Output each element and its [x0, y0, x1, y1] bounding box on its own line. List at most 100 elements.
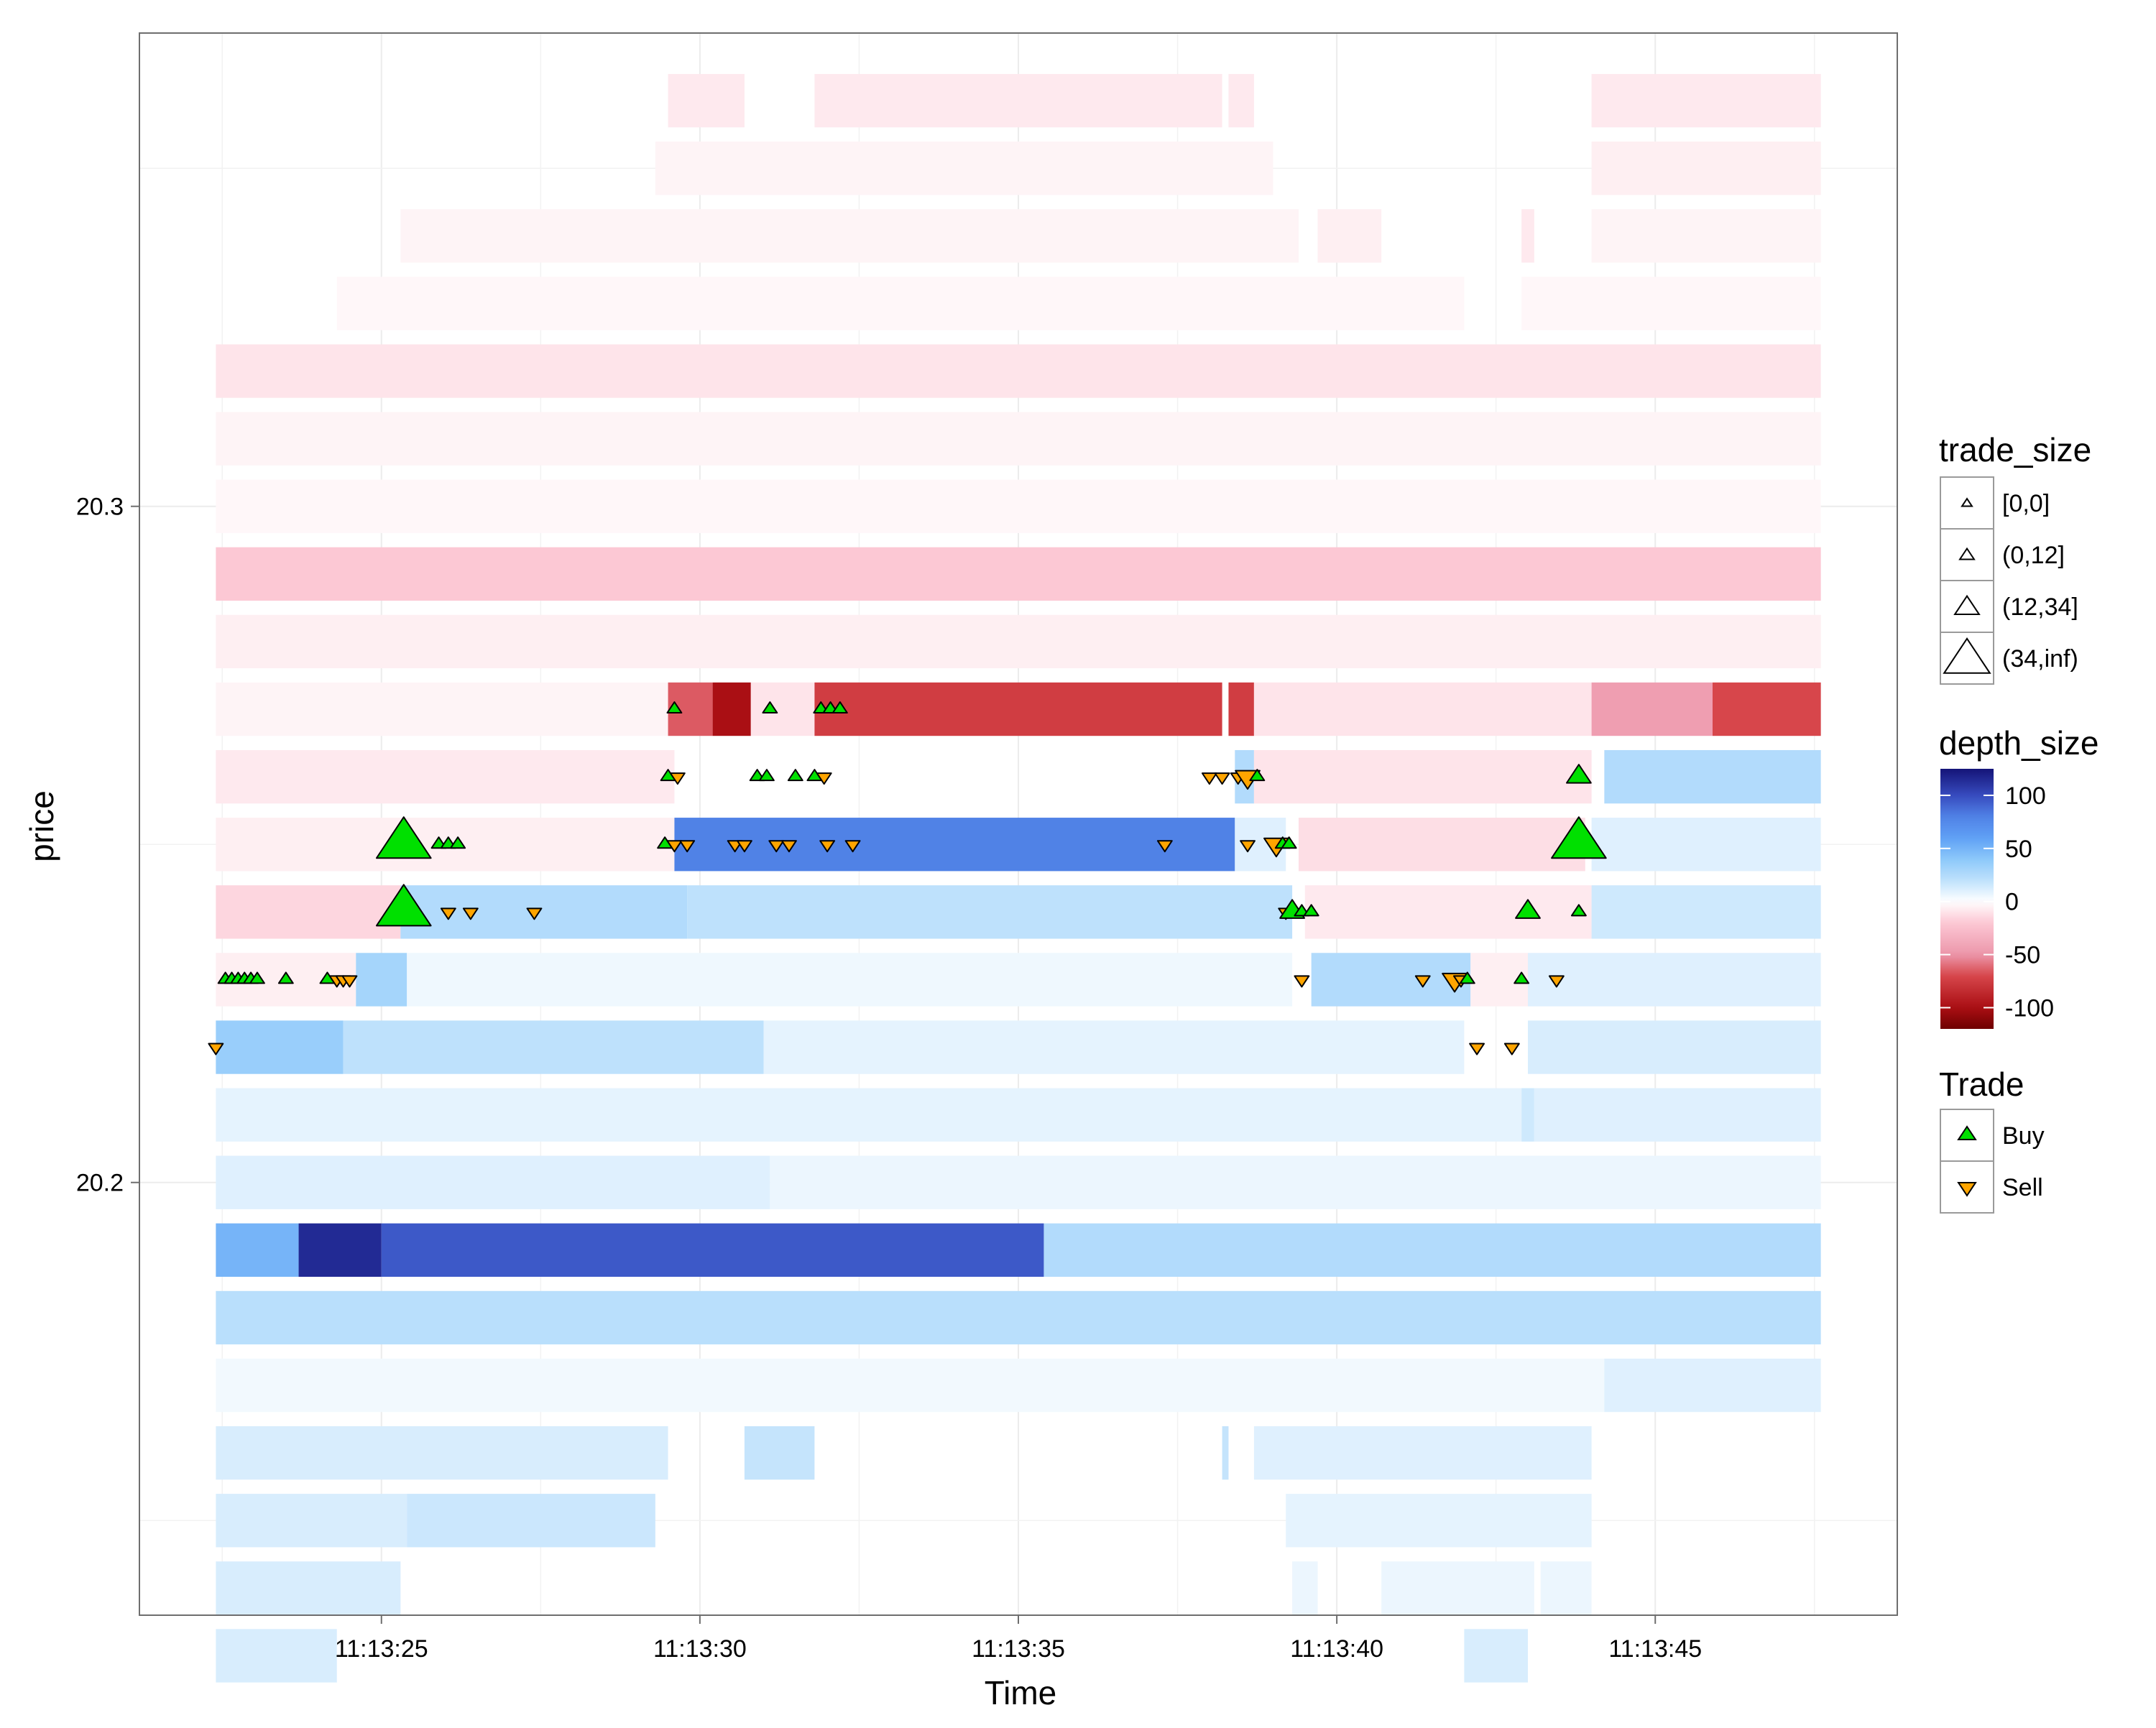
buy-trade-marker [762, 701, 778, 714]
depth-cell [216, 547, 1821, 601]
depth-cell [712, 682, 751, 736]
depth-cell [216, 1290, 1821, 1345]
depth-cell [216, 1561, 401, 1615]
depth-cell [1253, 682, 1592, 736]
depth-cell [1591, 682, 1713, 736]
depth-cell [400, 209, 1299, 263]
sell-trade-marker [669, 772, 686, 785]
buy-trade-marker [1551, 816, 1607, 859]
sell-trade-marker [844, 840, 861, 853]
legend-trade-keys: Buy Sell [1940, 1109, 2045, 1214]
colorbar-label: -50 [2005, 942, 2040, 969]
legend-trade: Trade Buy Sell [1939, 1066, 2045, 1214]
trade-markers [208, 701, 1607, 1055]
depth-cell [1292, 1561, 1318, 1615]
depth-cell [216, 344, 1821, 398]
y-axis-title: price [23, 790, 60, 862]
legend-size-key [1940, 528, 1994, 581]
buy-trade-marker [1281, 836, 1297, 849]
depth-cell [407, 1494, 655, 1548]
sell-trade-marker [781, 840, 797, 853]
x-tick-label: 11:13:45 [1608, 1635, 1702, 1663]
depth-cell [1311, 953, 1471, 1007]
buy-trade-marker [758, 769, 775, 782]
buy-trade-marker [1249, 769, 1266, 782]
depth-cell [1591, 885, 1821, 939]
buy-trade-marker [1459, 971, 1475, 984]
depth-cell [216, 1494, 407, 1548]
sell-trade-marker [666, 840, 683, 853]
depth-cell [1598, 953, 1821, 1007]
legend-trade-title: Trade [1939, 1066, 2024, 1103]
legend-trade-size-title: trade_size [1939, 431, 2091, 468]
sell-trade-marker [1240, 840, 1256, 853]
sell-trade-marker [1156, 840, 1173, 853]
depth-cell [216, 479, 1821, 533]
sell-trade-marker [1469, 1043, 1485, 1055]
buy-legend-icon [1957, 1125, 1977, 1140]
buy-trade-marker [1570, 904, 1587, 917]
depth-cell [655, 142, 1273, 195]
depth-cell [687, 885, 1293, 939]
depth-cell [343, 1020, 764, 1074]
plot-panel [139, 32, 1898, 1683]
depth-cell [1044, 1223, 1821, 1277]
depth-cell [1464, 1629, 1528, 1683]
depth-cell [1712, 682, 1821, 736]
depth-cell [1604, 749, 1821, 804]
depth-cell [1591, 142, 1821, 195]
buy-trade-marker [249, 971, 265, 984]
depth-cell [216, 1223, 299, 1277]
buy-trade-marker [787, 769, 803, 782]
depth-cell [1540, 1561, 1592, 1615]
depth-heatmap [216, 73, 1821, 1683]
legend-trade-key [1940, 1109, 1994, 1162]
depth-cell [216, 885, 401, 939]
depth-cell [1591, 73, 1821, 128]
sell-trade-marker [341, 975, 358, 988]
buy-trade-marker [1515, 899, 1541, 919]
legend-size-symbol [1958, 547, 1976, 560]
depth-cell [216, 1155, 770, 1209]
y-tick-label: 20.3 [76, 494, 124, 521]
colorbar-label: 0 [2005, 889, 2019, 916]
depth-cell [1534, 1088, 1821, 1142]
depth-cell [1304, 885, 1592, 939]
sell-trade-marker [819, 840, 836, 853]
depth-cell [1527, 953, 1598, 1007]
sell-trade-marker [1294, 975, 1310, 988]
depth-cell [216, 1020, 344, 1074]
depth-colorbar [1940, 769, 1994, 1029]
depth-cell [1527, 1020, 1821, 1074]
legend-depth-size-title: depth_size [1939, 724, 2099, 762]
legend-size-label: (12,34] [2002, 593, 2078, 621]
depth-cell [1222, 1426, 1229, 1480]
colorbar-label: 50 [2005, 836, 2032, 863]
depth-cell [814, 73, 1222, 128]
legend-size-key [1940, 476, 1994, 530]
depth-cell [674, 818, 1235, 872]
depth-cell [216, 1088, 1522, 1142]
legend-size-label: [0,0] [2002, 490, 2050, 517]
depth-cell [407, 953, 1293, 1007]
depth-cell [336, 277, 1465, 331]
y-axis: 20.2 20.3 [76, 494, 139, 1197]
buy-trade-marker [666, 701, 683, 714]
buy-trade-marker [375, 884, 432, 927]
x-tick-label: 11:13:30 [653, 1635, 747, 1663]
legend-trade-label: Sell [2002, 1174, 2043, 1201]
buy-trade-marker [375, 816, 432, 859]
sell-trade-marker [768, 840, 785, 853]
sell-trade-marker [816, 772, 832, 785]
depth-cell [1317, 209, 1382, 263]
sell-trade-marker [1503, 1043, 1520, 1055]
buy-trade-marker [277, 971, 294, 984]
sell-trade-marker [1201, 772, 1217, 785]
depth-cell [1604, 1358, 1821, 1413]
x-tick-label: 11:13:35 [972, 1635, 1065, 1663]
depth-cell [1591, 818, 1821, 872]
depth-cell [216, 749, 675, 804]
depth-cell [216, 614, 1821, 669]
